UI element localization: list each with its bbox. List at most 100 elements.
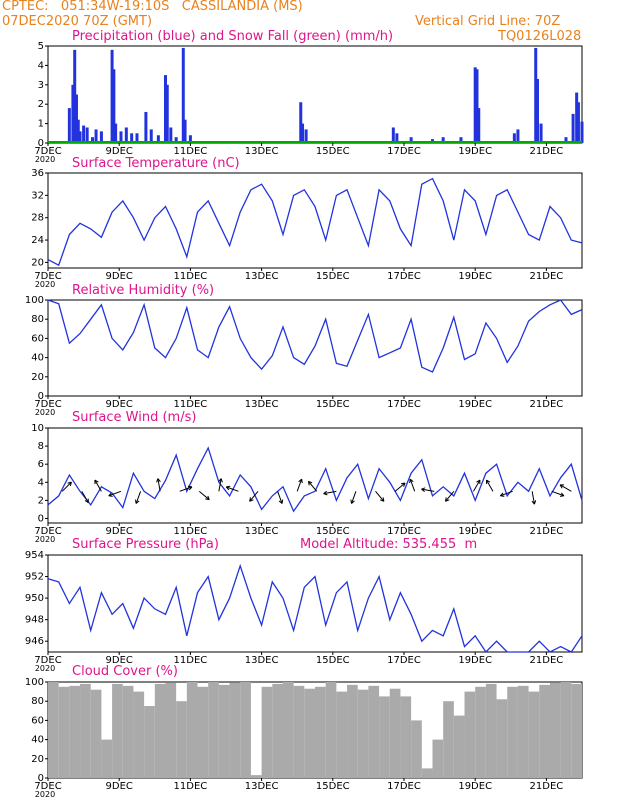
wind-arrow	[375, 491, 385, 502]
wind-arrow-head	[421, 487, 426, 490]
cloud-bar	[48, 682, 59, 778]
precip-bar	[67, 108, 71, 143]
ytick-label: 4	[38, 60, 44, 71]
cloud-bar	[154, 683, 166, 778]
ytick-label: 40	[31, 735, 44, 746]
precip-bar	[571, 113, 575, 143]
cloud-bar	[315, 686, 326, 778]
ytick-label: 20	[31, 372, 44, 383]
xtick-label: 7DEC	[34, 271, 61, 282]
xtick-label: 21DEC	[530, 781, 564, 792]
precip-bar	[564, 137, 568, 143]
wind-arrow	[351, 491, 357, 504]
cloud-bar	[379, 696, 390, 778]
wind-arrow	[445, 491, 455, 502]
precip-bar	[181, 47, 185, 143]
cloud-bar	[432, 739, 444, 778]
wind-arrow	[249, 491, 259, 502]
cloud-bar	[443, 701, 454, 778]
precip-bar	[130, 133, 134, 143]
precip-bar	[119, 131, 123, 143]
wind-arrow	[551, 490, 565, 497]
panel-title-cloud: Cloud Cover (%)	[72, 664, 178, 679]
xtick-label: 11DEC	[174, 271, 208, 282]
precip-bar	[539, 123, 543, 143]
cloud-bar	[69, 685, 81, 778]
wind-arrow-head	[350, 499, 352, 504]
precip-bar	[391, 127, 395, 143]
cloud-bar	[144, 706, 155, 778]
cloud-bar	[560, 682, 572, 778]
precip-bar	[74, 94, 78, 143]
cloud-bar	[411, 720, 422, 778]
precip-bar	[112, 69, 116, 143]
xtick-label: 11DEC	[174, 526, 208, 537]
cloud-bar	[122, 685, 134, 778]
precip-bar	[94, 129, 98, 143]
panel-frame-2	[47, 299, 583, 397]
xtick-label: 21DEC	[530, 655, 564, 666]
wind-arrow	[421, 488, 435, 492]
wind-arrow	[179, 486, 193, 492]
precip-bar	[78, 131, 82, 143]
precip-bar	[576, 102, 580, 143]
xtick-label: 21DEC	[530, 271, 564, 282]
precip-bar	[183, 119, 187, 143]
ytick-label: 60	[31, 333, 44, 344]
wind-arrow-head	[379, 499, 385, 502]
cloud-bar	[464, 691, 476, 778]
cloud-bar	[186, 682, 198, 778]
precip-bar	[114, 123, 118, 143]
xtick-year: 2020	[35, 155, 55, 164]
xtick-label: 9DEC	[106, 526, 133, 537]
panel-frame-4	[47, 554, 583, 653]
ytick-label: 0	[38, 513, 44, 524]
wind-arrow-head	[560, 492, 565, 497]
ytick-label: 24	[31, 235, 44, 246]
run-code: TQ0126L028	[498, 29, 582, 44]
precip-bar	[304, 129, 308, 143]
series-line-4	[47, 563, 583, 654]
xtick-label: 11DEC	[174, 781, 208, 792]
cloud-bar	[549, 682, 561, 778]
wind-arrow-head	[205, 498, 210, 501]
wind-arrow	[559, 484, 572, 492]
wind-arrow-head	[278, 500, 283, 504]
xtick-label: 13DEC	[245, 781, 279, 792]
wind-arrow-head	[559, 495, 565, 497]
wind-arrow	[308, 481, 318, 492]
wind-arrow-head	[218, 478, 222, 482]
cloud-bar	[325, 682, 337, 778]
wind-arrow-head	[476, 479, 481, 483]
ytick-label: 0	[38, 138, 44, 149]
cloud-bar	[282, 682, 294, 778]
wind-arrow-head	[486, 479, 491, 483]
xtick-label: 19DEC	[458, 271, 492, 282]
xtick-label: 21DEC	[530, 146, 564, 157]
cloud-bar	[58, 686, 70, 778]
xtick-label: 13DEC	[245, 655, 279, 666]
ytick-label: 952	[25, 572, 44, 583]
xtick-label: 17DEC	[387, 526, 421, 537]
xtick-label: 11DEC	[174, 399, 208, 410]
cloud-bar	[485, 683, 497, 778]
xtick-label: 19DEC	[458, 526, 492, 537]
wind-arrow-head	[281, 499, 284, 504]
wind-arrow-head	[531, 500, 535, 505]
cloud-bar	[101, 739, 113, 778]
ytick-label: 80	[31, 696, 44, 707]
ytick-label: 8	[38, 441, 44, 452]
precip-bar	[163, 75, 167, 143]
panel-title-precip: Precipitation (blue) and Snow Fall (gree…	[72, 29, 394, 44]
xtick-label: 17DEC	[387, 146, 421, 157]
xtick-label: 15DEC	[316, 146, 350, 157]
wind-arrow-head	[500, 495, 505, 497]
xtick-year: 2020	[35, 790, 55, 799]
wind-arrow-head	[135, 500, 140, 504]
cloud-bar	[197, 686, 209, 778]
precip-bar	[71, 84, 75, 143]
cloud-bar	[539, 684, 550, 778]
xtick-year: 2020	[35, 535, 55, 544]
cloud-bar	[80, 683, 91, 778]
xtick-label: 17DEC	[387, 399, 421, 410]
